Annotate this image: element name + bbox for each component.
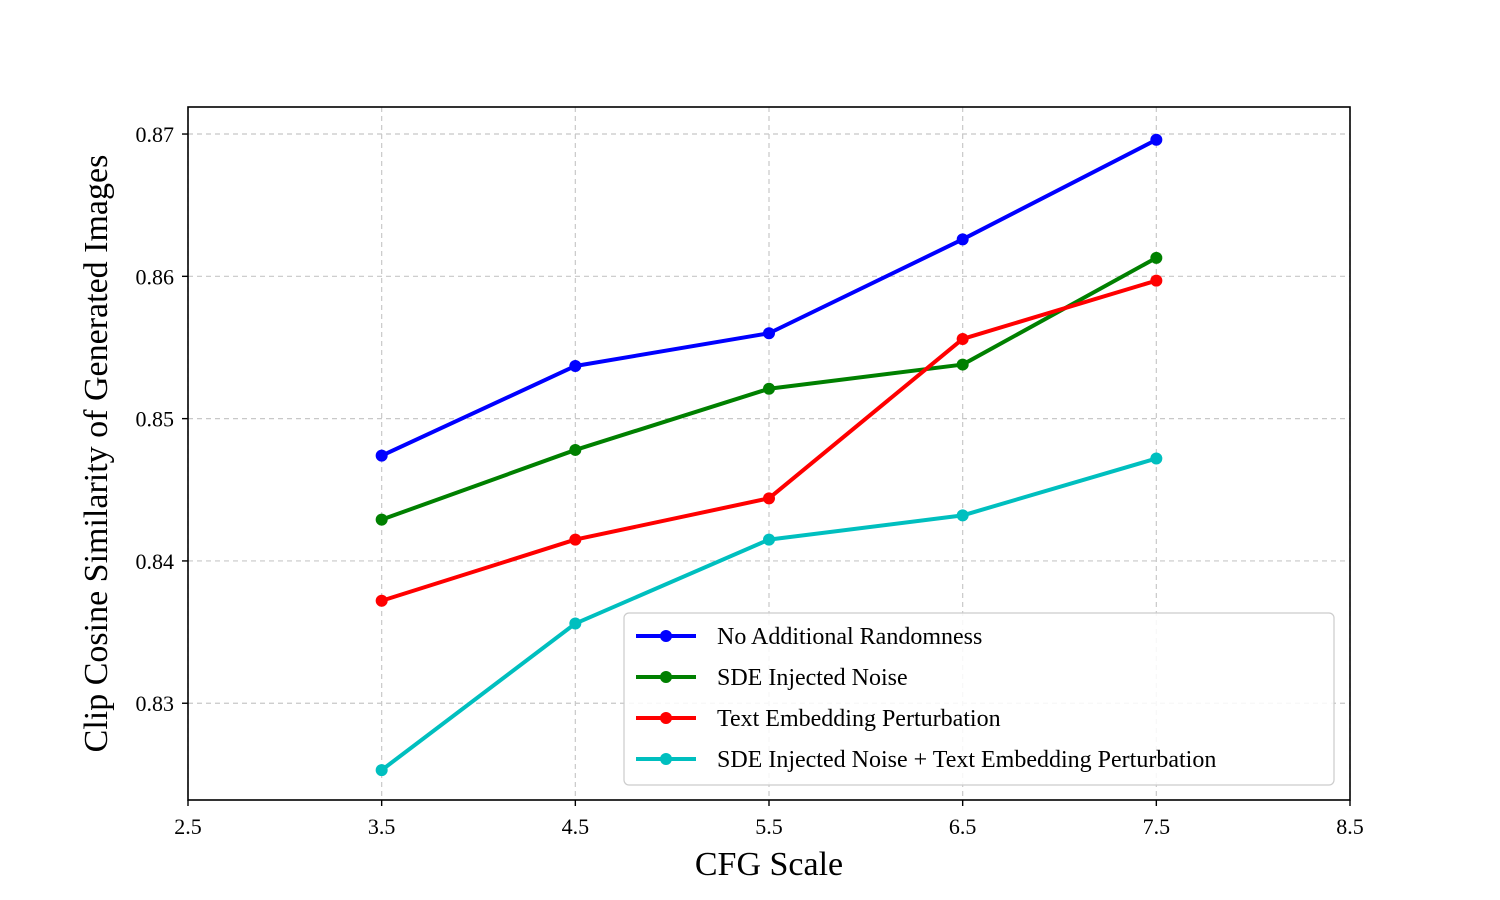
data-point bbox=[569, 443, 582, 456]
x-tick-label: 7.5 bbox=[1143, 814, 1171, 839]
x-tick-label: 5.5 bbox=[755, 814, 783, 839]
y-tick-label: 0.84 bbox=[136, 549, 175, 574]
x-tick-label: 6.5 bbox=[949, 814, 977, 839]
series-1 bbox=[375, 133, 1163, 462]
y-axis: 0.83 0.84 0.85 0.86 0.87 bbox=[136, 122, 188, 716]
y-tick-label: 0.83 bbox=[136, 691, 175, 716]
data-point bbox=[1150, 274, 1163, 287]
data-point bbox=[569, 533, 582, 546]
data-point bbox=[956, 233, 969, 246]
data-point bbox=[375, 594, 388, 607]
data-point bbox=[956, 332, 969, 345]
data-point bbox=[763, 327, 775, 340]
data-point bbox=[956, 358, 969, 371]
legend-label: No Additional Randomness bbox=[717, 624, 982, 650]
data-point bbox=[375, 449, 388, 462]
legend-marker bbox=[660, 712, 672, 724]
y-axis-title: Clip Cosine Similarity of Generated Imag… bbox=[78, 155, 115, 753]
legend-marker bbox=[660, 753, 672, 765]
series-layer bbox=[375, 133, 1163, 777]
data-point bbox=[1150, 452, 1163, 465]
data-point bbox=[375, 764, 388, 777]
y-tick-label: 0.87 bbox=[136, 122, 175, 147]
legend-item: SDE Injected Noise bbox=[636, 665, 908, 691]
x-axis-title: CFG Scale bbox=[695, 846, 843, 883]
legend-item: SDE Injected Noise + Text Embedding Pert… bbox=[636, 747, 1216, 773]
legend-marker bbox=[660, 671, 672, 683]
data-point bbox=[375, 513, 388, 526]
x-tick-label: 4.5 bbox=[562, 814, 590, 839]
series-3 bbox=[375, 274, 1163, 607]
series-2 bbox=[375, 251, 1163, 526]
legend-label: Text Embedding Perturbation bbox=[717, 706, 1001, 732]
data-point bbox=[763, 382, 775, 395]
data-point bbox=[569, 617, 582, 630]
legend-box bbox=[623, 612, 1335, 786]
legend-item: Text Embedding Perturbation bbox=[636, 706, 1001, 732]
data-point bbox=[1150, 133, 1163, 146]
legend-item: No Additional Randomness bbox=[636, 624, 982, 650]
x-tick-label: 2.5 bbox=[174, 814, 202, 839]
series-4 bbox=[375, 452, 1163, 777]
data-point bbox=[569, 359, 582, 372]
x-axis: 2.5 3.5 4.5 5.5 6.5 7.5 8.5 bbox=[174, 800, 1364, 839]
y-tick-label: 0.85 bbox=[136, 407, 175, 432]
legend-label: SDE Injected Noise bbox=[717, 665, 908, 691]
data-point bbox=[1150, 251, 1163, 264]
x-tick-label: 8.5 bbox=[1336, 814, 1364, 839]
legend: No Additional Randomness SDE Injected Noi… bbox=[623, 612, 1335, 786]
data-point bbox=[763, 533, 775, 546]
x-tick-label: 3.5 bbox=[368, 814, 396, 839]
legend-marker bbox=[660, 630, 672, 642]
data-point bbox=[763, 492, 775, 505]
legend-label: SDE Injected Noise + Text Embedding Pert… bbox=[717, 747, 1216, 773]
data-point bbox=[956, 509, 969, 522]
y-tick-label: 0.86 bbox=[136, 264, 175, 289]
